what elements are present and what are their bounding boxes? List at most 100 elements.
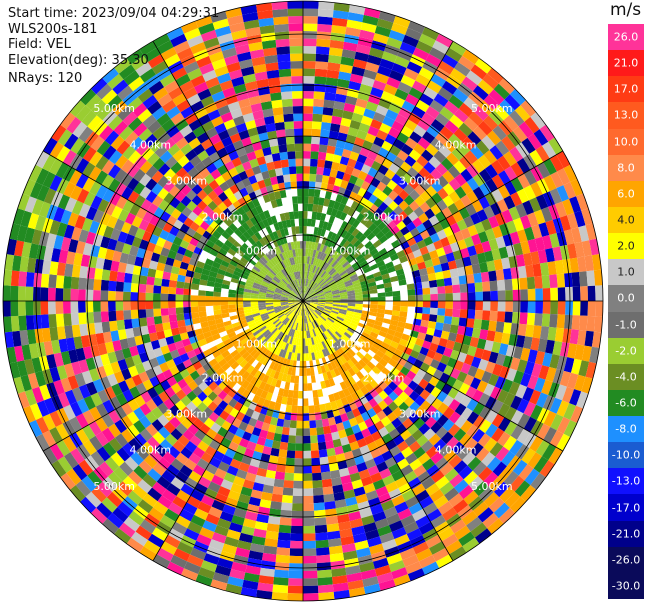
velocity-gate [418,423,431,435]
velocity-gate [107,115,123,131]
velocity-gate [146,276,155,286]
velocity-gate [66,116,82,134]
velocity-gate [397,381,408,392]
velocity-gate [262,357,270,366]
velocity-gate [303,286,305,294]
velocity-gate [329,326,337,333]
velocity-gate [423,428,436,441]
velocity-gate [394,534,410,547]
velocity-gate [328,327,335,335]
velocity-gate [304,286,307,294]
velocity-gate [289,304,297,308]
velocity-gate [170,161,183,174]
velocity-gate [468,496,484,511]
velocity-gate [542,395,556,411]
velocity-gate [400,429,412,441]
velocity-gate [355,370,365,380]
velocity-gate [333,341,341,350]
velocity-gate [233,240,242,250]
velocity-gate [324,160,333,169]
velocity-gate [274,23,289,33]
velocity-gate [512,126,528,143]
velocity-gate [191,184,203,195]
velocity-gate [498,246,509,259]
velocity-gate [320,213,327,222]
velocity-gate [136,247,147,259]
velocity-gate [550,287,559,301]
velocity-gate [163,240,173,250]
velocity-gate [287,242,293,251]
velocity-gate [433,495,449,509]
velocity-gate [472,186,485,200]
velocity-gate [478,486,494,502]
velocity-gate [443,449,457,463]
velocity-gate [332,291,340,295]
velocity-gate [193,375,204,386]
velocity-gate [317,305,325,310]
velocity-gate [354,306,363,311]
velocity-gate [255,353,264,362]
velocity-gate [324,291,332,296]
velocity-gate [307,383,313,391]
velocity-gate [337,227,345,236]
velocity-gate [348,191,358,201]
velocity-gate [22,405,36,423]
velocity-gate [369,308,378,313]
velocity-gate [229,259,238,267]
velocity-gate [333,351,340,360]
velocity-gate [247,346,256,354]
velocity-gate [447,423,461,437]
velocity-gate [190,41,207,55]
velocity-gate [183,61,200,74]
velocity-gate [466,164,479,178]
velocity-gate [208,83,223,96]
velocity-gate [326,386,334,396]
velocity-gate [33,286,41,301]
velocity-gate [242,340,251,349]
velocity-gate [124,377,136,390]
velocity-gate [251,327,259,334]
velocity-gate [324,191,333,200]
velocity-gate [13,208,25,226]
velocity-gate [214,97,228,110]
velocity-gate [296,287,300,295]
velocity-gate [243,309,252,314]
velocity-gate [187,263,196,272]
range-ring-label: 1.00km [236,338,278,351]
velocity-gate [256,260,264,268]
velocity-gate [310,302,318,305]
velocity-gate [238,170,249,181]
velocity-gate [260,327,268,334]
velocity-gate [460,362,471,375]
velocity-gate [255,205,264,215]
velocity-gate [470,212,482,225]
velocity-gate [175,423,188,435]
velocity-gate [254,172,264,182]
velocity-gate [344,557,360,568]
velocity-gate [331,308,340,313]
velocity-gate [360,115,373,126]
velocity-gate [483,471,499,487]
velocity-gate [466,411,480,425]
velocity-gate [291,367,296,376]
velocity-gate [330,32,346,42]
velocity-gate [239,404,249,415]
velocity-gate [332,293,340,297]
velocity-gate [303,540,316,549]
velocity-gate [275,214,282,223]
velocity-gate [274,306,282,311]
velocity-gate [374,320,383,327]
velocity-gate [556,231,568,247]
velocity-gate [510,410,524,425]
velocity-gate [46,204,58,220]
velocity-gate [449,114,464,129]
velocity-gate [242,73,257,84]
velocity-gate [363,267,372,274]
velocity-gate [301,263,303,271]
velocity-gate [496,389,509,404]
velocity-gate [108,150,123,165]
velocity-gate [444,120,459,134]
velocity-gate [359,225,369,235]
velocity-gate [425,393,437,405]
velocity-gate [541,379,553,396]
